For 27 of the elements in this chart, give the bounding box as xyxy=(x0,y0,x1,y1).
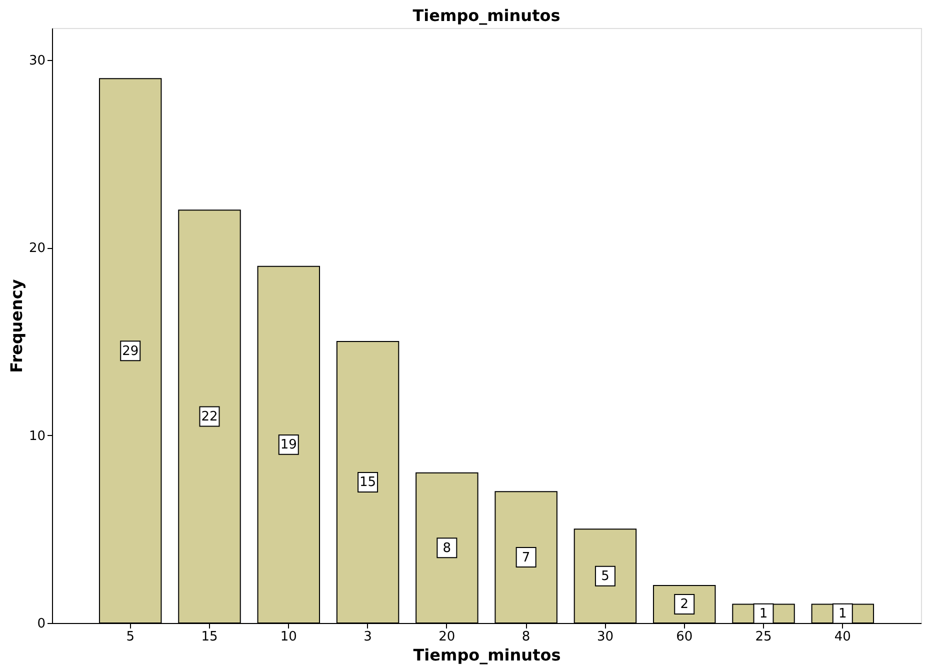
x-tick-label: 40 xyxy=(834,630,851,644)
x-tick-label: 30 xyxy=(596,630,614,644)
x-tick-label: 5 xyxy=(126,630,134,644)
x-tick-label: 8 xyxy=(522,630,530,644)
data-label: 29 xyxy=(122,344,139,359)
data-label: 22 xyxy=(201,410,218,425)
x-tick-label: 60 xyxy=(676,630,693,644)
x-tick-label: 20 xyxy=(438,630,456,644)
y-axis-title: Frequency xyxy=(6,278,26,373)
x-tick-label: 3 xyxy=(364,630,372,644)
data-label: 5 xyxy=(601,569,610,584)
x-tick-label: 15 xyxy=(201,630,218,644)
x-tick-label: 25 xyxy=(755,630,772,644)
chart-title: Tiempo_minutos xyxy=(412,6,560,25)
data-label: 1 xyxy=(838,606,847,622)
y-tick-label: 30 xyxy=(28,53,46,68)
data-label: 1 xyxy=(759,606,768,622)
y-tick-label: 20 xyxy=(28,241,46,256)
y-tick-label: 10 xyxy=(28,428,46,444)
data-label: 8 xyxy=(442,540,452,556)
x-tick-label: 10 xyxy=(280,630,297,644)
data-label: 7 xyxy=(522,550,530,566)
data-label: 15 xyxy=(360,475,376,490)
y-tick-label: 0 xyxy=(37,616,46,632)
x-axis-title: Tiempo_minutos xyxy=(413,646,561,664)
data-label: 19 xyxy=(280,438,297,453)
data-label: 2 xyxy=(680,597,688,612)
